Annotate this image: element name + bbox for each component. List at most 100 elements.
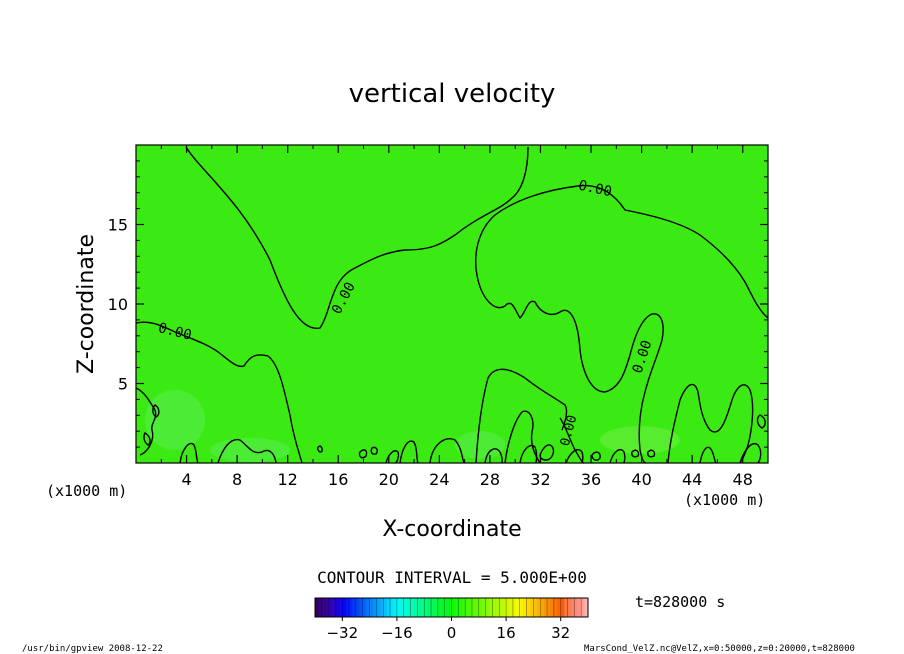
colorbar-segment	[383, 598, 387, 617]
colorbar-segment	[434, 598, 439, 617]
colorbar-segment	[342, 598, 347, 617]
colorbar-segment	[506, 598, 510, 617]
x-tick-label: 24	[429, 470, 449, 489]
colorbar-segment	[349, 598, 353, 617]
x-unit-left: (x1000 m)	[46, 482, 127, 500]
colorbar-segment	[321, 598, 326, 617]
colorbar-segment	[482, 598, 486, 617]
colorbar-segment	[550, 598, 555, 617]
colorbar-segment	[519, 598, 524, 617]
colorbar-segment	[362, 598, 367, 617]
colorbar-segment	[373, 598, 377, 617]
colorbar-segment	[379, 598, 384, 617]
colorbar-segment	[540, 598, 544, 617]
colorbar-segment	[393, 598, 398, 617]
contour-interval: CONTOUR INTERVAL = 5.000E+00	[317, 568, 587, 587]
x-unit-right: (x1000 m)	[684, 491, 765, 509]
colorbar-segment	[352, 598, 357, 617]
footer-left: /usr/bin/gpview 2008-12-22	[22, 644, 163, 654]
y-tick-label: 10	[108, 295, 128, 314]
colorbar	[314, 598, 589, 617]
colorbar-segment	[526, 598, 531, 617]
y-axis: 5 10 15	[108, 160, 768, 448]
colorbar-segment	[475, 598, 480, 617]
colorbar-segment	[369, 598, 374, 617]
colorbar-tick-label: 32	[551, 624, 570, 642]
x-tick-label: 40	[631, 470, 651, 489]
y-axis-title: Z-coordinate	[74, 234, 99, 374]
colorbar-segment	[325, 598, 329, 617]
colorbar-segment	[461, 598, 466, 617]
x-tick-label: 20	[379, 470, 399, 489]
x-tick-label: 36	[581, 470, 601, 489]
x-tick-label: 8	[232, 470, 242, 489]
colorbar-segment	[420, 598, 425, 617]
colorbar-segment	[584, 598, 589, 617]
colorbar-segment	[553, 598, 558, 617]
x-tick-label: 4	[181, 470, 191, 489]
colorbar-tick-label: −16	[381, 624, 413, 642]
colorbar-segment	[396, 598, 401, 617]
colorbar-segment	[437, 598, 442, 617]
field-background	[136, 145, 768, 463]
colorbar-segment	[516, 598, 521, 617]
colorbar-segment	[543, 598, 548, 617]
colorbar-segment	[523, 598, 527, 617]
x-tick-label: 28	[480, 470, 500, 489]
colorbar-segment	[444, 598, 449, 617]
colorbar-segment	[478, 598, 483, 617]
colorbar-segment	[410, 598, 415, 617]
colorbar-segment	[458, 598, 463, 617]
zero-contour-lines	[135, 146, 769, 464]
contour-label: 0.00	[157, 320, 194, 344]
colorbar-segment	[577, 598, 582, 617]
colorbar-ticks: −32 −16 0 16 32	[326, 617, 570, 642]
x-axis: 4 8 12 16 20 24 28 32 36 40 44 48	[160, 145, 753, 489]
x-tick-label: 44	[682, 470, 702, 489]
colorbar-segment	[547, 598, 551, 617]
colorbar-segment	[512, 598, 517, 617]
colorbar-segment	[509, 598, 514, 617]
y-tick-label: 15	[108, 216, 128, 235]
colorbar-segment	[424, 598, 428, 617]
colorbar-segment	[499, 598, 503, 617]
x-tick-label: 32	[530, 470, 550, 489]
colorbar-segment	[581, 598, 585, 617]
colorbar-segment	[441, 598, 445, 617]
colorbar-segment	[448, 598, 452, 617]
colorbar-segment	[489, 598, 493, 617]
contour-label: 0.00	[577, 178, 613, 201]
colorbar-tick-label: −32	[326, 624, 358, 642]
colorbar-segment	[557, 598, 561, 617]
colorbar-segment	[328, 598, 333, 617]
colorbar-segment	[413, 598, 418, 617]
colorbar-segment	[451, 598, 456, 617]
colorbar-segment	[335, 598, 340, 617]
colorbar-segment	[574, 598, 579, 617]
colorbar-segment	[536, 598, 541, 617]
colorbar-segment	[495, 598, 500, 617]
x-tick-label: 48	[733, 470, 753, 489]
x-tick-label: 16	[328, 470, 348, 489]
colorbar-segment	[407, 598, 411, 617]
colorbar-segment	[431, 598, 435, 617]
colorbar-segment	[355, 598, 360, 617]
colorbar-segment	[386, 598, 391, 617]
colorbar-segment	[400, 598, 405, 617]
colorbar-segment	[570, 598, 575, 617]
colorbar-segment	[376, 598, 381, 617]
colorbar-segment	[318, 598, 323, 617]
time-label: t=828000 s	[635, 593, 725, 611]
colorbar-segment	[454, 598, 459, 617]
colorbar-tick-label: 0	[447, 624, 457, 642]
colorbar-segment	[564, 598, 568, 617]
colorbar-segment	[417, 598, 422, 617]
x-tick-label: 12	[278, 470, 298, 489]
colorbar-segment	[359, 598, 364, 617]
colorbar-segment	[471, 598, 476, 617]
colorbar-segment	[315, 598, 319, 617]
colorbar-segment	[465, 598, 469, 617]
colorbar-segment	[366, 598, 370, 617]
chart-title: vertical velocity	[349, 79, 556, 109]
